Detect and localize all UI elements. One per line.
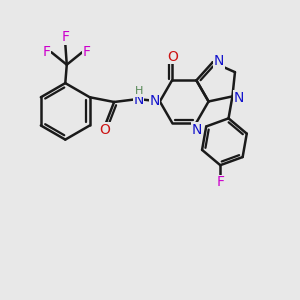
Text: N: N [133,93,144,106]
Text: F: F [83,45,91,58]
Text: N: N [192,123,202,137]
Text: N: N [214,54,224,68]
Text: O: O [167,50,178,64]
Text: O: O [99,123,110,137]
Text: N: N [234,91,244,105]
Text: F: F [61,30,69,44]
Text: N: N [149,94,160,108]
Text: F: F [43,45,51,58]
Text: F: F [216,176,224,189]
Text: H: H [135,86,143,96]
